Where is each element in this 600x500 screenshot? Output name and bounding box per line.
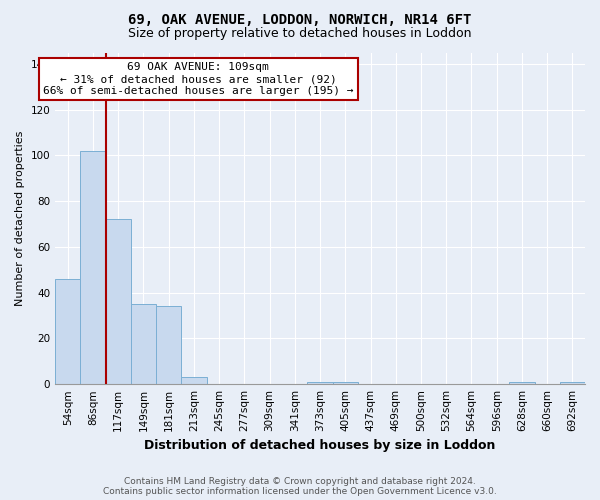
Bar bbox=[307, 382, 332, 384]
Bar bbox=[106, 220, 131, 384]
Bar bbox=[131, 304, 156, 384]
X-axis label: Distribution of detached houses by size in Loddon: Distribution of detached houses by size … bbox=[145, 440, 496, 452]
Bar bbox=[181, 378, 206, 384]
Bar bbox=[332, 382, 358, 384]
Bar bbox=[55, 279, 80, 384]
Bar bbox=[560, 382, 585, 384]
Bar bbox=[509, 382, 535, 384]
Text: 69 OAK AVENUE: 109sqm
← 31% of detached houses are smaller (92)
66% of semi-deta: 69 OAK AVENUE: 109sqm ← 31% of detached … bbox=[43, 62, 353, 96]
Text: 69, OAK AVENUE, LODDON, NORWICH, NR14 6FT: 69, OAK AVENUE, LODDON, NORWICH, NR14 6F… bbox=[128, 12, 472, 26]
Text: Contains public sector information licensed under the Open Government Licence v3: Contains public sector information licen… bbox=[103, 487, 497, 496]
Bar bbox=[156, 306, 181, 384]
Bar bbox=[80, 151, 106, 384]
Text: Contains HM Land Registry data © Crown copyright and database right 2024.: Contains HM Land Registry data © Crown c… bbox=[124, 477, 476, 486]
Text: Size of property relative to detached houses in Loddon: Size of property relative to detached ho… bbox=[128, 28, 472, 40]
Y-axis label: Number of detached properties: Number of detached properties bbox=[15, 130, 25, 306]
